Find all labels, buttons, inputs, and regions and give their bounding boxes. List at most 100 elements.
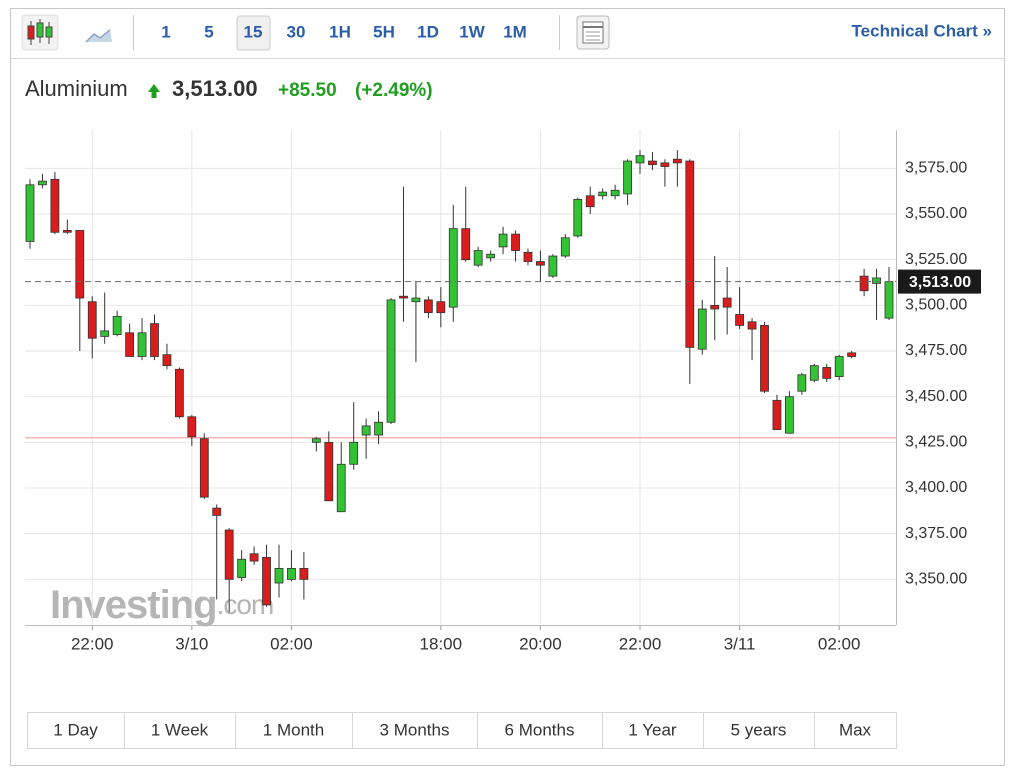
watermark: Investing.com (50, 583, 273, 627)
candle-body (237, 558, 247, 578)
interval-button[interactable]: 5H (373, 22, 395, 41)
candle-body (187, 416, 197, 438)
technical-chart-link[interactable]: Technical Chart » (852, 21, 992, 40)
area-chart-icon[interactable] (85, 29, 112, 43)
candle-body (847, 352, 857, 357)
candle-body (100, 330, 110, 337)
candle-body (834, 356, 844, 377)
range-button-label[interactable]: 6 Months (505, 720, 575, 739)
interval-button[interactable]: 1D (417, 22, 439, 41)
interval-button[interactable]: 1W (459, 22, 485, 41)
candle-body (685, 160, 695, 348)
range-button[interactable]: 3 Months (352, 712, 478, 749)
last-price-label: 3,513.00 (909, 274, 971, 291)
x-tick-label: 22:00 (619, 634, 662, 653)
candle-body (349, 441, 359, 465)
candle-body (772, 399, 782, 430)
price-change: +85.50 (278, 80, 337, 101)
interval-button[interactable]: 30 (287, 22, 306, 41)
range-button-box (27, 712, 125, 749)
candle-body (697, 308, 707, 350)
range-button[interactable]: 6 Months (477, 712, 603, 749)
x-tick-label: 22:00 (71, 634, 114, 653)
plot-area: 3,350.00 3,375.00 3,400.00 3,425.00 3,450.00… (25, 130, 981, 653)
range-button[interactable]: 1 Week (124, 712, 236, 749)
range-button-label[interactable]: Max (839, 720, 872, 739)
table-icon[interactable] (576, 15, 610, 50)
candle-body (374, 421, 383, 436)
candle-body (386, 299, 396, 423)
candle-body (249, 553, 259, 562)
candle-body (585, 195, 595, 208)
candle-body (735, 314, 745, 326)
candle-body (498, 233, 508, 248)
candle-body (150, 323, 159, 357)
candle-body (162, 354, 172, 367)
candle-body (212, 507, 222, 516)
candle-body (760, 325, 769, 392)
candle-body (274, 567, 284, 584)
range-button-label[interactable]: 1 Year (628, 720, 677, 739)
candle-body (473, 250, 483, 266)
y-tick-label: 3,350.00 (905, 571, 967, 588)
interval-button[interactable]: 15 (244, 22, 263, 41)
range-button-box (477, 712, 603, 749)
range-button[interactable]: 5 years (703, 712, 815, 749)
candle-body (822, 367, 832, 379)
candle-body (747, 321, 757, 330)
y-tick-label: 3,375.00 (905, 525, 967, 542)
candle-body (50, 178, 60, 233)
candle-body (560, 237, 570, 257)
candle-body (299, 567, 309, 580)
range-button[interactable]: Max (814, 712, 897, 749)
interval-button[interactable]: 5 (204, 22, 213, 41)
candle-body (174, 368, 184, 418)
candle-body (884, 281, 894, 319)
watermark-brand: Investing (50, 583, 217, 627)
candle-body (336, 463, 346, 513)
candle-body (548, 255, 558, 277)
x-tick-label: 02:00 (818, 634, 861, 653)
x-tick-label: 20:00 (519, 634, 562, 653)
candle-body (660, 162, 670, 167)
range-button[interactable]: 1 Day (27, 712, 125, 749)
range-button-label[interactable]: 5 years (731, 720, 787, 739)
candlestick-icon[interactable] (21, 14, 59, 51)
interval-button[interactable]: 1M (503, 22, 527, 41)
range-button-box (124, 712, 236, 749)
candle-body (448, 228, 458, 308)
candle-body (672, 158, 682, 164)
range-button[interactable]: 1 Year (602, 712, 704, 749)
active-interval-box (236, 15, 271, 51)
candle-body (125, 332, 134, 357)
range-button-box (703, 712, 815, 749)
y-tick-label: 3,550.00 (905, 205, 967, 222)
interval-button[interactable]: 1H (329, 22, 351, 41)
x-tick-label: 02:00 (270, 634, 313, 653)
range-button-label[interactable]: 1 Month (263, 720, 324, 739)
range-button-label[interactable]: 1 Day (53, 720, 98, 739)
candle-body (38, 180, 47, 186)
candle-body (598, 191, 608, 197)
candle-body (287, 567, 296, 580)
candle-body (224, 529, 234, 580)
y-tick-label: 3,500.00 (905, 297, 967, 314)
candle-body (137, 332, 147, 357)
candle-body (361, 425, 371, 436)
range-button[interactable]: 1 Month (235, 712, 353, 749)
candle-body (112, 315, 122, 335)
candle-body (859, 275, 869, 292)
candle-body (809, 365, 819, 381)
last-price: 3,513.00 (172, 76, 258, 101)
candle-body (461, 228, 471, 261)
candle-body (62, 230, 72, 233)
range-button-label[interactable]: 1 Week (151, 720, 209, 739)
range-button-label[interactable]: 3 Months (380, 720, 450, 739)
price-change-percent: (+2.49%) (355, 80, 433, 101)
range-button-box (352, 712, 478, 749)
candle-body (635, 155, 645, 164)
up-arrow (148, 84, 160, 98)
interval-button[interactable]: 1 (161, 22, 170, 41)
candle-body (311, 438, 321, 443)
